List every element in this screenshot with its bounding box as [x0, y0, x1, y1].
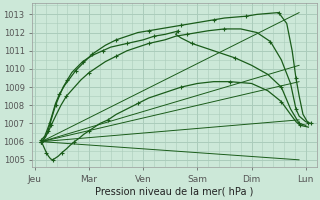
X-axis label: Pression niveau de la mer( hPa ): Pression niveau de la mer( hPa )	[95, 187, 253, 197]
